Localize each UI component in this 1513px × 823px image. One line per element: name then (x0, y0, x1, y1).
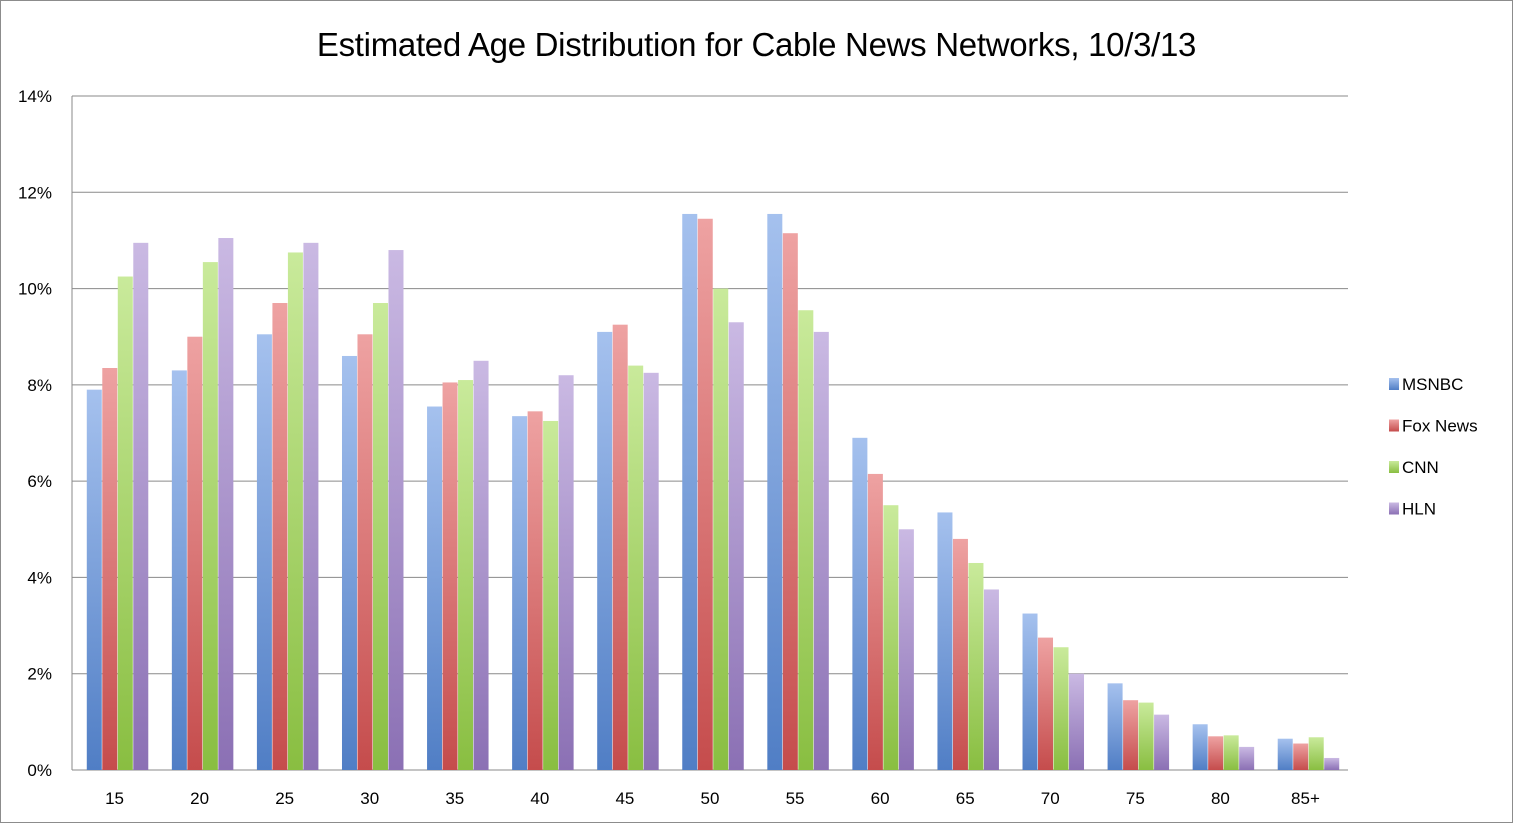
bar-cnn-65 (968, 562, 984, 770)
legend: MSNBC Fox News CNN HLN (1389, 375, 1478, 519)
x-tick-label: 55 (786, 789, 805, 808)
legend-swatch (1389, 378, 1399, 390)
y-tick-label: 0% (27, 761, 52, 780)
bar-cnn-75 (1138, 702, 1154, 770)
bar-cnn-15 (117, 276, 133, 770)
bar-hln-60 (898, 529, 914, 770)
bar-hln-40 (558, 375, 574, 770)
bar-msnbc-55 (767, 213, 783, 770)
bar-hln-50 (728, 322, 744, 770)
x-tick-label: 45 (615, 789, 634, 808)
chart-title: Estimated Age Distribution for Cable New… (316, 26, 1197, 63)
bar-cnn-85+ (1308, 737, 1324, 770)
legend-label: MSNBC (1402, 375, 1463, 394)
x-tick-label: 50 (701, 789, 720, 808)
bar-hln-15 (133, 242, 149, 771)
bar-fox-news-55 (782, 233, 798, 770)
bar-cnn-70 (1053, 647, 1069, 770)
bar-msnbc-70 (1022, 613, 1038, 770)
x-tick-label: 80 (1211, 789, 1230, 808)
bar-fox-news-60 (867, 473, 883, 770)
bar-cnn-80 (1223, 735, 1239, 770)
legend-swatch (1389, 461, 1399, 473)
bar-msnbc-25 (256, 334, 272, 770)
legend-swatch (1389, 502, 1399, 515)
bar-cnn-35 (458, 380, 474, 770)
bar-cnn-55 (798, 310, 814, 770)
bar-cnn-50 (713, 288, 729, 770)
bar-hln-70 (1069, 673, 1085, 770)
y-tick-label: 4% (27, 568, 52, 587)
bar-fox-news-70 (1038, 637, 1054, 770)
x-tick-label: 15 (105, 789, 124, 808)
bar-fox-news-20 (187, 336, 203, 770)
x-tick-label: 70 (1041, 789, 1060, 808)
bar-fox-news-50 (697, 218, 713, 770)
y-axis-ticks: 0% 2% 4% 6% 8% 10% 12% 14% (18, 87, 52, 780)
bar-msnbc-40 (512, 416, 528, 770)
bar-cnn-20 (202, 262, 218, 770)
bar-hln-85+ (1324, 757, 1340, 770)
bar-cnn-30 (372, 303, 388, 770)
legend-label: Fox News (1402, 417, 1478, 436)
y-tick-label: 14% (18, 87, 52, 106)
x-tick-label: 40 (530, 789, 549, 808)
bar-msnbc-15 (86, 389, 102, 770)
bar-msnbc-45 (597, 331, 613, 770)
bar-fox-news-45 (612, 324, 628, 770)
x-axis-ticks: 15 20 25 30 35 40 45 50 55 60 65 70 75 80 85+ (105, 789, 1320, 808)
bar-cnn-60 (883, 505, 899, 770)
legend-swatch (1389, 419, 1399, 432)
x-tick-label: 65 (956, 789, 975, 808)
bar-msnbc-60 (852, 437, 868, 770)
bar-hln-35 (473, 360, 489, 770)
y-tick-label: 10% (18, 280, 52, 299)
bar-msnbc-85+ (1277, 738, 1293, 770)
bar-msnbc-80 (1192, 724, 1208, 770)
bar-hln-20 (218, 238, 234, 770)
x-tick-label: 25 (275, 789, 294, 808)
y-tick-label: 2% (27, 665, 52, 684)
bar-hln-25 (303, 242, 319, 771)
bar-msnbc-65 (937, 512, 953, 770)
bar-fox-news-75 (1123, 700, 1139, 770)
bar-hln-45 (643, 372, 659, 770)
x-tick-label: 60 (871, 789, 890, 808)
x-tick-label: 35 (445, 789, 464, 808)
bar-hln-65 (983, 589, 999, 770)
bar-cnn-25 (287, 252, 303, 770)
bar-fox-news-30 (357, 334, 373, 770)
x-tick-label: 75 (1126, 789, 1145, 808)
y-tick-label: 8% (27, 376, 52, 395)
bar-msnbc-30 (341, 355, 357, 770)
bar-fox-news-40 (527, 411, 543, 770)
bar-hln-55 (813, 331, 829, 770)
bar-fox-news-15 (102, 368, 118, 770)
bar-fox-news-35 (442, 382, 458, 770)
bar-fox-news-80 (1208, 736, 1224, 770)
bar-msnbc-20 (171, 370, 187, 770)
y-tick-label: 6% (27, 472, 52, 491)
bars (86, 213, 1340, 771)
x-tick-label: 30 (360, 789, 379, 808)
bar-msnbc-35 (427, 406, 443, 770)
bar-fox-news-25 (272, 303, 288, 770)
legend-label: CNN (1402, 458, 1439, 477)
legend-label: HLN (1402, 500, 1436, 519)
bar-fox-news-85+ (1293, 743, 1309, 770)
x-tick-label: 85+ (1291, 789, 1320, 808)
bar-cnn-45 (628, 365, 644, 770)
y-tick-label: 12% (18, 183, 52, 202)
bar-hln-80 (1239, 746, 1255, 770)
bar-fox-news-65 (952, 538, 968, 770)
bar-cnn-40 (543, 420, 559, 770)
bar-hln-30 (388, 250, 404, 771)
bar-msnbc-50 (682, 213, 698, 770)
x-tick-label: 20 (190, 789, 209, 808)
bar-hln-75 (1154, 714, 1170, 770)
bar-msnbc-75 (1107, 683, 1123, 770)
